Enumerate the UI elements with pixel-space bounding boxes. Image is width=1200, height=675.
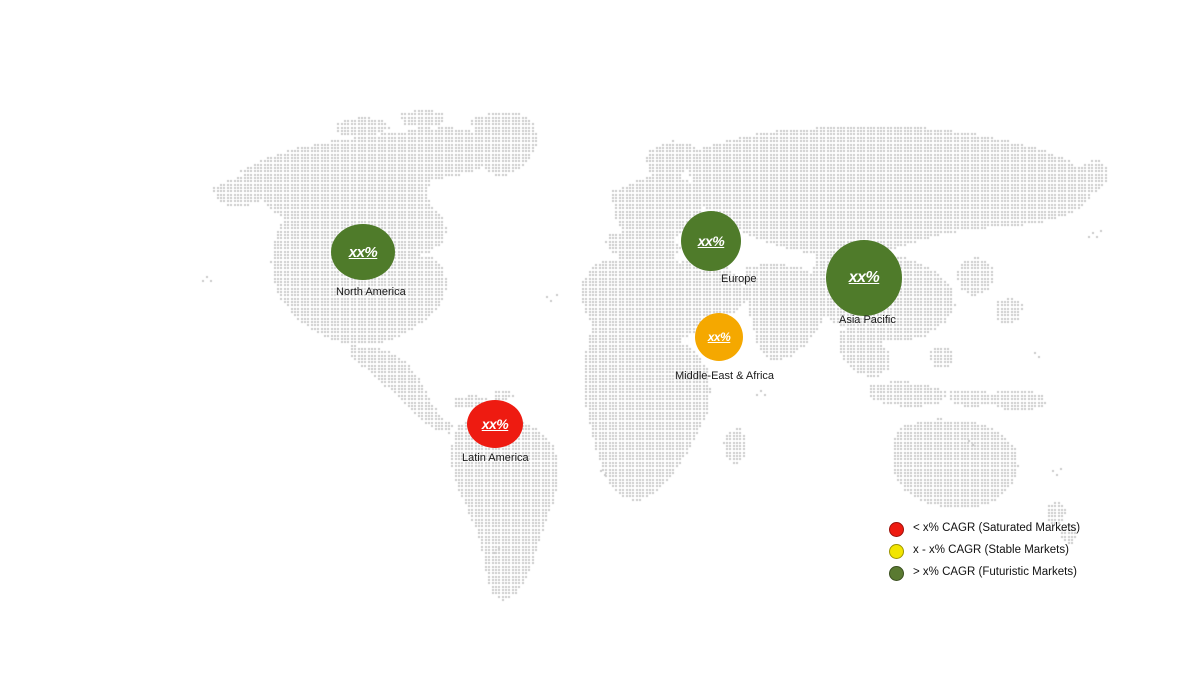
- bubble-value-europe: xx%: [697, 233, 725, 249]
- bubble-asia-pacific[interactable]: xx%: [826, 240, 902, 316]
- region-label-europe: Europe: [721, 273, 757, 285]
- legend-item-saturated: < x% CAGR (Saturated Markets): [889, 518, 1089, 540]
- bubble-value-asia-pacific: xx%: [848, 269, 880, 286]
- bubble-middle-east-africa[interactable]: xx%: [695, 313, 743, 361]
- legend-dot-futuristic: [889, 565, 904, 581]
- legend: < x% CAGR (Saturated Markets) x - x% CAG…: [889, 518, 1089, 584]
- region-label-north-america: North America: [336, 286, 406, 298]
- legend-item-stable: x - x% CAGR (Stable Markets): [889, 540, 1089, 562]
- region-label-middle-east-africa: Middle-East & Africa: [675, 370, 775, 382]
- bubble-value-north-america: xx%: [348, 243, 378, 261]
- legend-label-futuristic: > x% CAGR (Futuristic Markets): [913, 566, 1077, 579]
- region-label-latin-america: Latin America: [462, 452, 529, 464]
- region-label-asia-pacific: Asia Pacific: [839, 314, 896, 326]
- bubble-europe[interactable]: xx%: [681, 211, 741, 271]
- bubble-value-middle-east-africa: xx%: [707, 330, 731, 344]
- legend-label-stable: x - x% CAGR (Stable Markets): [913, 544, 1069, 557]
- legend-item-futuristic: > x% CAGR (Futuristic Markets): [889, 562, 1089, 584]
- bubble-north-america[interactable]: xx%: [331, 224, 395, 280]
- legend-dot-stable: [889, 543, 904, 559]
- legend-dot-saturated: [889, 521, 904, 537]
- bubble-latin-america[interactable]: xx%: [467, 400, 523, 448]
- bubble-value-latin-america: xx%: [481, 416, 509, 432]
- legend-label-saturated: < x% CAGR (Saturated Markets): [913, 522, 1081, 535]
